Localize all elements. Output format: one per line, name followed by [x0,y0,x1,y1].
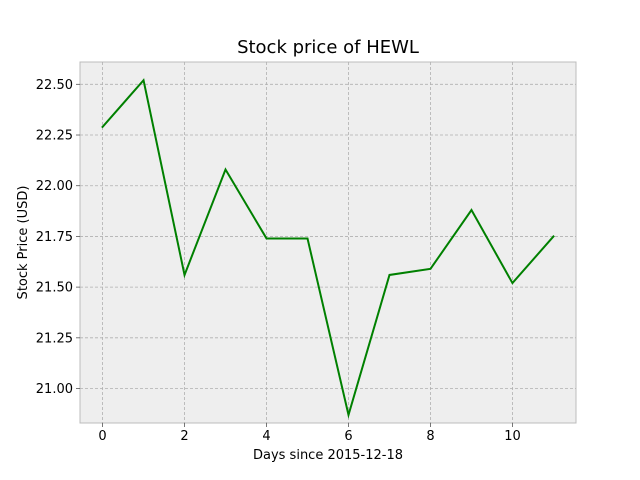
x-tick-label: 0 [98,429,106,444]
grid [80,62,576,423]
x-tick-label: 6 [344,429,352,444]
y-tick-label: 21.00 [36,382,73,397]
y-tick-label: 22.00 [36,179,73,194]
x-tick-label: 2 [180,429,188,444]
y-axis-label: Stock Price (USD) [16,186,31,300]
y-tick-label: 22.50 [36,78,73,93]
series-layer [101,78,555,419]
plot-area [79,61,577,424]
y-tick-label: 21.75 [36,230,73,245]
y-tick-label: 22.25 [36,129,73,144]
y-tick-label: 21.50 [36,281,73,296]
chart-title: Stock price of HEWL [237,37,419,58]
x-tick-label: 4 [262,429,270,444]
x-tick-label: 8 [426,429,434,444]
series-line [101,78,555,419]
axis-ticks: 0 2 4 6 8 10 21.00 21.25 21.50 21.75 22.00 22.25 22.… [36,78,521,444]
x-tick-label: 10 [504,429,521,444]
y-tick-label: 21.25 [36,331,73,346]
x-axis-label: Days since 2015-12-18 [253,448,403,463]
